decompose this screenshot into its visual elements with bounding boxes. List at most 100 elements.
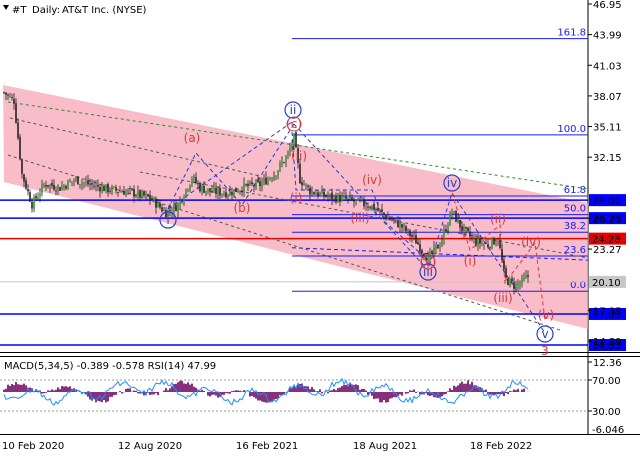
candle-body [125, 191, 127, 196]
macd-histogram-bar [167, 390, 169, 392]
candle-body [199, 184, 201, 192]
macd-histogram-bar [427, 392, 429, 396]
macd-histogram-bar [129, 388, 131, 392]
horizontal-levels [0, 199, 589, 346]
macd-histogram-bar [239, 390, 241, 392]
candle-body [349, 196, 351, 199]
candle-body [357, 198, 359, 201]
macd-histogram-bar [285, 392, 287, 393]
macd-histogram-bar [463, 383, 465, 392]
macd-histogram-bar [335, 390, 337, 392]
candle-body [483, 243, 485, 245]
macd-histogram-bar [107, 392, 109, 402]
candle-body [5, 92, 7, 95]
candle-body [151, 198, 153, 201]
macd-histogram-bar [469, 384, 471, 392]
candle-body [37, 196, 39, 200]
y-tick-label: 17.35 [593, 306, 622, 317]
macd-histogram-bar [261, 392, 263, 402]
candle-body [301, 182, 303, 186]
macd-histogram-bar [497, 392, 499, 395]
macd-histogram-bar [215, 392, 217, 396]
candle-body [503, 260, 505, 269]
candle-body [195, 177, 197, 183]
candle-body [189, 184, 191, 190]
candle-body [377, 207, 379, 211]
macd-histogram-bar [361, 388, 363, 392]
y-tick-label: 14.39 [593, 337, 622, 348]
candle-body [507, 278, 509, 285]
macd-histogram-bar [331, 390, 333, 392]
candle-body [415, 235, 417, 244]
candle-body [499, 240, 501, 249]
price-label-box [589, 232, 626, 245]
candle-body [413, 235, 415, 237]
candle-body [187, 189, 189, 191]
macd-histogram-bar [13, 385, 15, 392]
candle-body [493, 238, 495, 245]
blue-iii-subpath [291, 131, 429, 261]
candle-body [71, 181, 73, 183]
macd-histogram-bar [143, 392, 145, 396]
macd-histogram-bar [105, 392, 107, 403]
candle-body [429, 252, 431, 256]
macd-histogram-bar [257, 392, 259, 401]
candle-body [463, 226, 465, 233]
macd-histogram-bar [449, 388, 451, 392]
macd-histogram-bar [465, 383, 467, 392]
candle-body [15, 103, 17, 123]
macd-histogram-bar [431, 392, 433, 396]
candle-body [273, 175, 275, 180]
wave-label-red-iii-2: (iii) [493, 291, 512, 305]
macd-histogram-bar [281, 392, 283, 396]
candle-body [271, 178, 273, 180]
descending-channel [3, 85, 588, 329]
candle-body [59, 187, 61, 191]
candle-body [19, 136, 21, 159]
macd-histogram-bar [43, 392, 45, 394]
macd-histogram-bar [231, 391, 233, 392]
macd-histogram-bar [255, 392, 257, 399]
candle-body [447, 225, 449, 232]
candle-body [167, 210, 169, 219]
candle-body [113, 186, 115, 188]
macd-histogram-bar [389, 392, 391, 399]
candle-body [163, 209, 165, 211]
candle-body [325, 195, 327, 197]
macd-histogram-bar [357, 385, 359, 392]
macd-histogram-bar [283, 392, 285, 395]
candle-body [25, 180, 27, 189]
candle-body [245, 184, 247, 186]
candle-body [423, 253, 425, 258]
candle-body [527, 275, 529, 278]
macd-histogram-bar [195, 387, 197, 392]
candle-body [525, 275, 527, 278]
candle-body [427, 255, 429, 263]
candle-body [345, 196, 347, 199]
candle-body [175, 205, 177, 211]
candle-body [293, 133, 295, 147]
candle-body [153, 198, 155, 201]
macd-histogram-bar [55, 389, 57, 392]
svg-text:v: v [541, 327, 548, 341]
macd-histogram-bar [327, 392, 329, 394]
candle-body [421, 250, 423, 253]
candle-body [337, 194, 339, 202]
macd-histogram-bar [501, 392, 503, 395]
macd-histogram-bar [273, 392, 275, 400]
candle-body [331, 192, 333, 200]
rsi-line [3, 377, 529, 406]
macd-histogram-bar [109, 392, 111, 397]
collapse-triangle-icon[interactable] [3, 5, 9, 10]
candle-body [279, 162, 281, 170]
candle-body [83, 182, 85, 184]
candle-body [335, 196, 337, 203]
price-label-text: 14.00 [592, 341, 621, 352]
upper-dashed-trendline [9, 117, 261, 177]
candle-body [181, 201, 183, 203]
macd-histogram-bar [219, 392, 221, 397]
macd-histogram-bar [337, 388, 339, 392]
price-axis-ticks: 46.95 43.99 41.03 38.07 35.11 32.15 26.23 23.27… [588, 0, 622, 369]
macd-histogram-bar [343, 384, 345, 392]
candle-body [405, 226, 407, 232]
